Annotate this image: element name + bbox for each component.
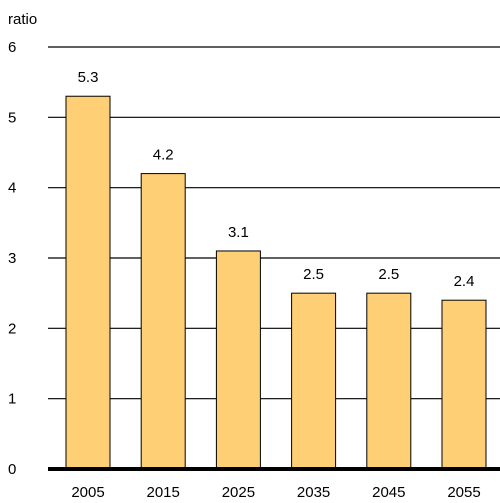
bars xyxy=(65,95,487,470)
gridlines xyxy=(48,46,500,400)
y-tick-label: 0 xyxy=(8,461,16,478)
data-label: 2.5 xyxy=(378,266,399,283)
data-labels: 5.3 4.2 3.1 2.5 2.5 2.4 xyxy=(78,69,475,290)
bar xyxy=(140,173,186,470)
data-label: 3.1 xyxy=(228,224,249,241)
x-tick-label: 2025 xyxy=(222,484,255,501)
y-axis-unit-label: ratio xyxy=(8,11,37,28)
y-tick-label: 2 xyxy=(8,320,16,337)
y-tick-label: 4 xyxy=(8,180,16,197)
x-tick-label: 2055 xyxy=(447,484,480,501)
data-label: 5.3 xyxy=(78,69,99,86)
bar xyxy=(366,292,412,470)
x-axis-category-labels: 2005 2015 2025 2035 2045 2055 xyxy=(71,484,480,501)
x-tick-label: 2045 xyxy=(372,484,405,501)
bar xyxy=(215,250,261,470)
y-axis-tick-labels: 0 1 2 3 4 5 6 xyxy=(8,39,16,478)
data-label: 4.2 xyxy=(153,147,174,164)
data-label: 2.5 xyxy=(303,266,324,283)
y-tick-label: 3 xyxy=(8,250,16,267)
y-tick-label: 5 xyxy=(8,109,16,126)
x-tick-label: 2005 xyxy=(71,484,104,501)
bar xyxy=(291,292,337,470)
bar xyxy=(65,95,111,470)
x-tick-label: 2015 xyxy=(147,484,180,501)
y-tick-label: 6 xyxy=(8,39,16,56)
y-tick-label: 1 xyxy=(8,391,16,408)
x-tick-label: 2035 xyxy=(297,484,330,501)
bar xyxy=(441,299,487,470)
data-label: 2.4 xyxy=(454,273,475,290)
